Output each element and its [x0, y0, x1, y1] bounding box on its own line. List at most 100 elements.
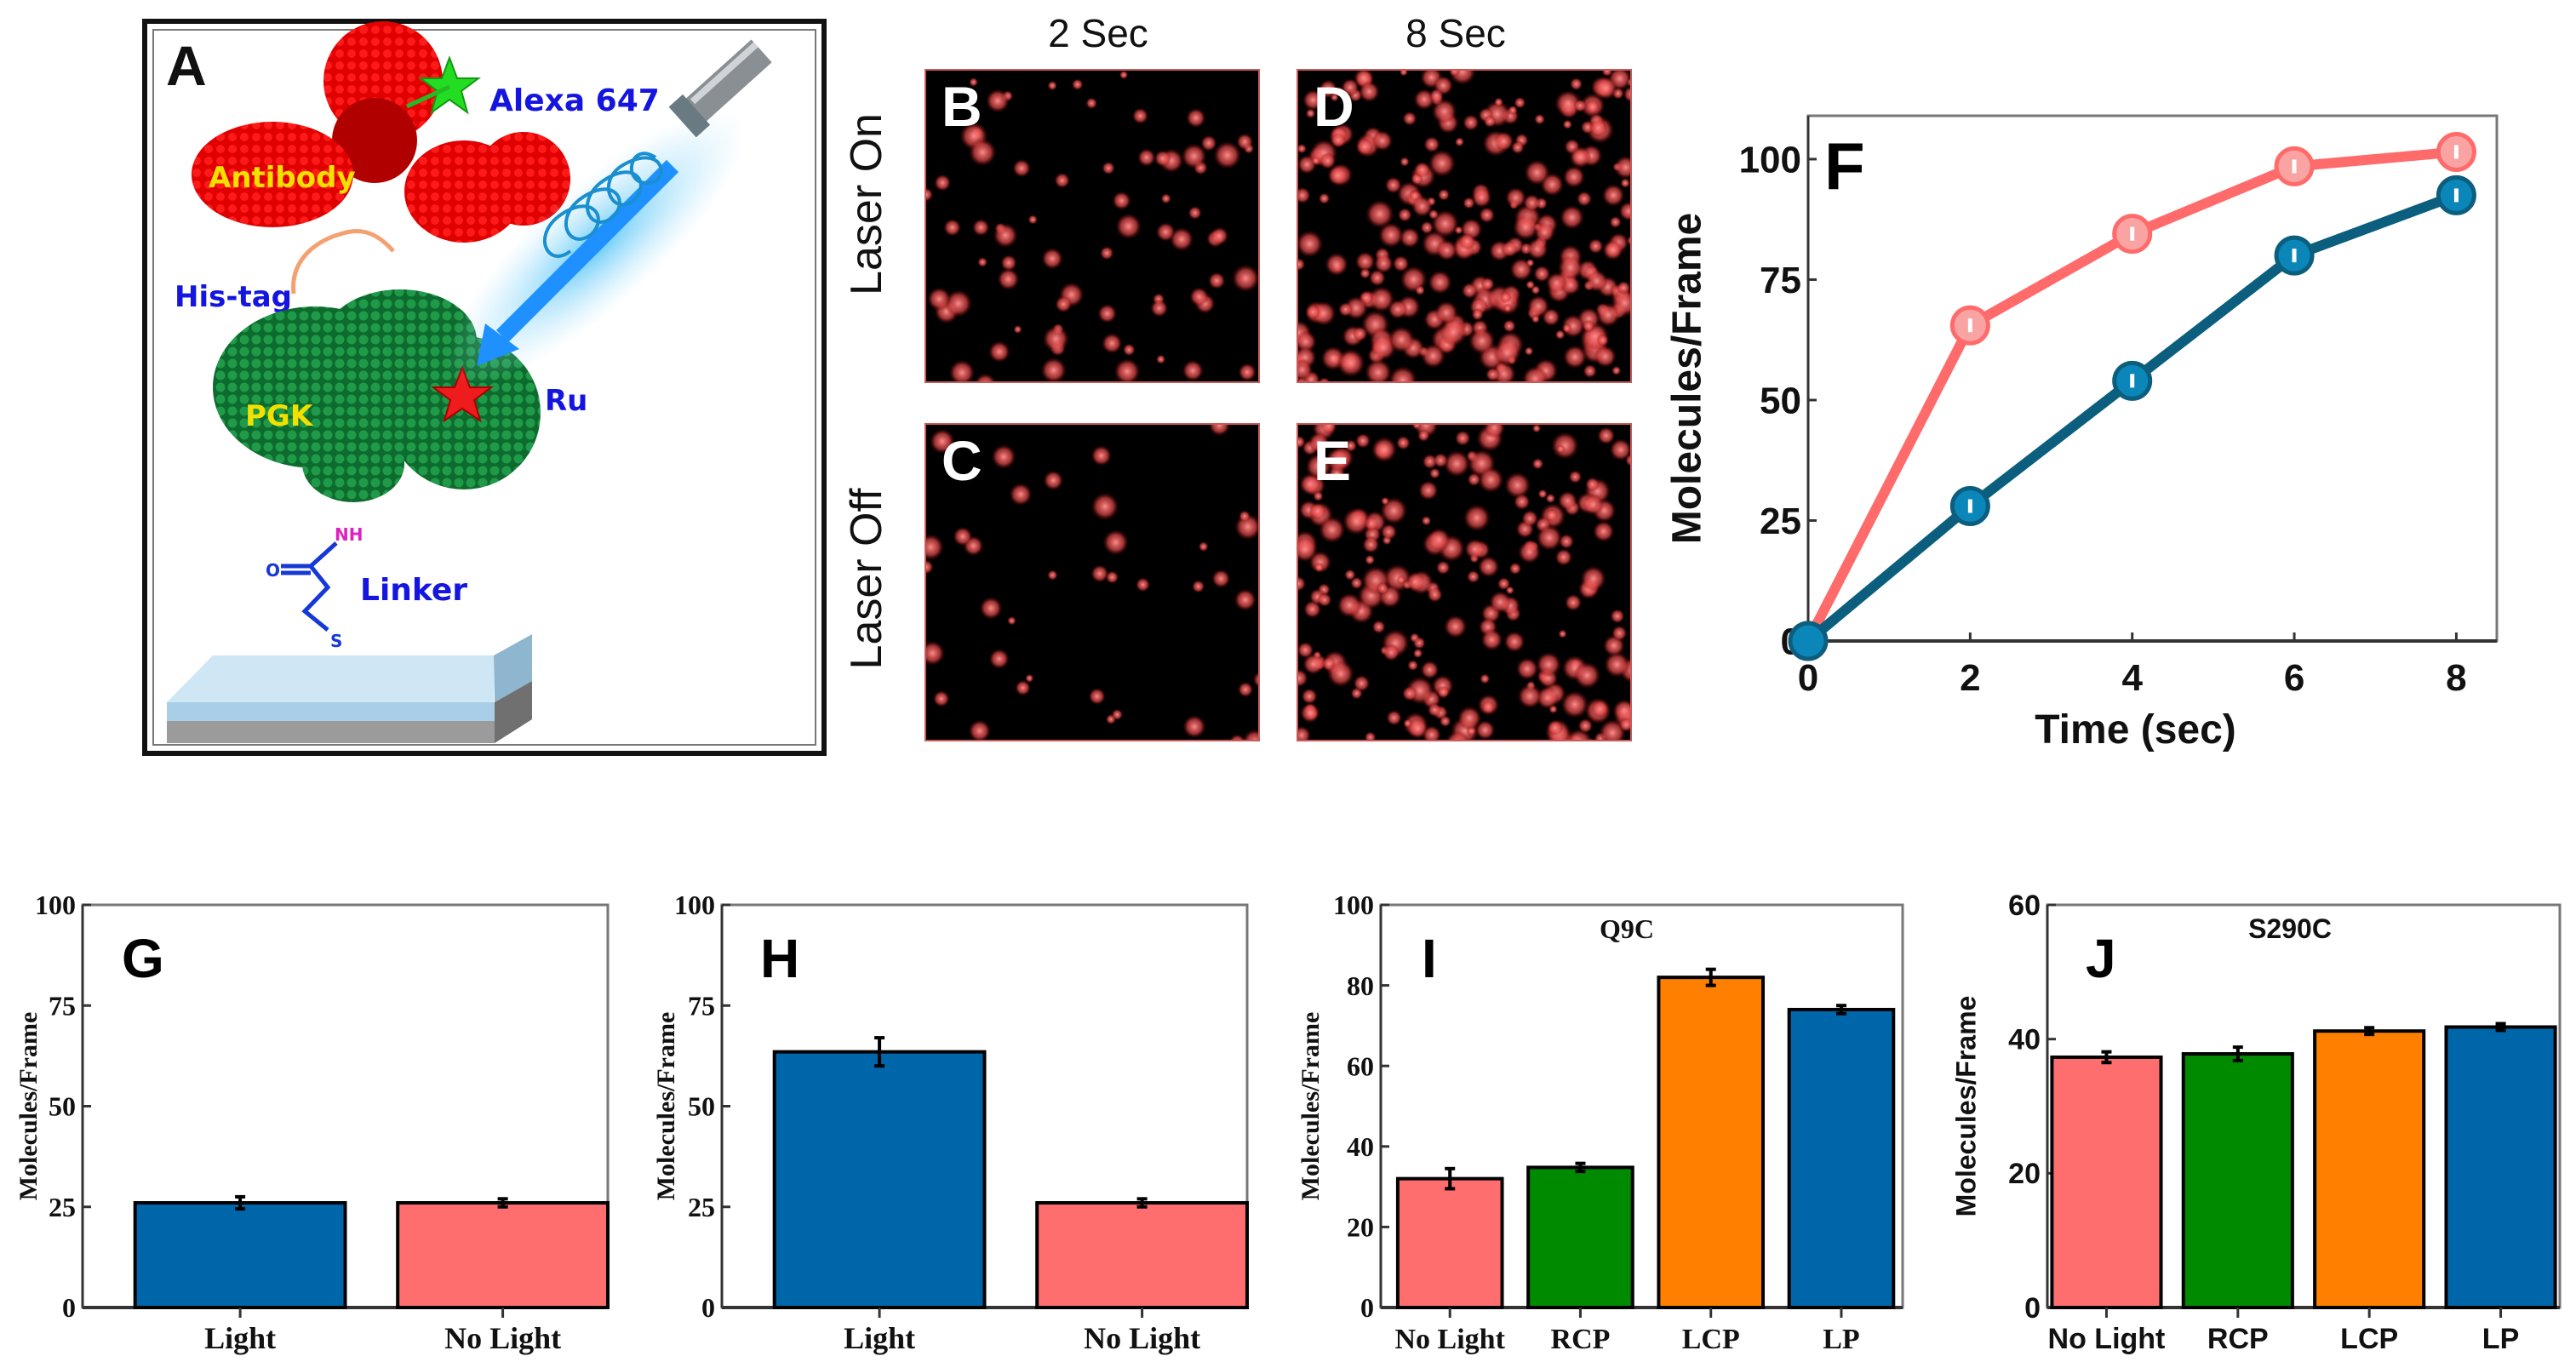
fluorescent-spot: [1435, 560, 1451, 575]
chart-i-ytick-label: 40: [1347, 1131, 1374, 1162]
chart-h-ytick-label: 0: [701, 1292, 715, 1323]
fluorescent-spot: [1610, 609, 1625, 624]
fluorescent-spot: [1562, 165, 1586, 188]
chart-i-ytick-label: 80: [1347, 970, 1374, 1001]
fluorescent-spot: [1298, 641, 1314, 659]
chart-h-ytick-label: 25: [688, 1192, 715, 1222]
fluorescent-spot: [1521, 509, 1539, 528]
fluorescent-spot: [968, 138, 997, 167]
fluorescent-spot: [1596, 334, 1609, 346]
fluorescent-spot: [1041, 247, 1064, 270]
fluorescent-spot: [1298, 186, 1311, 204]
chart-j-category-label: RCP: [2207, 1323, 2269, 1355]
chart-j-ylabel: Molecules/Frame: [1950, 996, 1981, 1217]
fluorescent-spot: [1368, 269, 1387, 287]
fluorescent-spot: [991, 444, 1016, 470]
fluorescent-spot: [1337, 301, 1354, 318]
fluorescent-spot: [1428, 270, 1452, 295]
fluorescent-spot: [1503, 472, 1531, 499]
fluorescent-spot: [1612, 699, 1630, 723]
fluorescent-spot: [1198, 541, 1209, 552]
chart-h-ytick-label: 100: [674, 890, 715, 920]
fluorescent-spot: [1557, 490, 1578, 511]
chart-g-panel-label: G: [122, 928, 164, 989]
fluorescent-spot: [1439, 715, 1451, 728]
chart-h-category-label: No Light: [1084, 1321, 1200, 1355]
fluorescent-spot: [1523, 193, 1542, 212]
fluorescent-spot: [1466, 569, 1480, 584]
fluorescent-spot: [1382, 644, 1400, 661]
fluorescent-spot: [1091, 492, 1119, 521]
fluorescent-spot: [1355, 137, 1374, 156]
fluorescent-spot: [1601, 71, 1613, 77]
fluorescent-spot: [1311, 156, 1321, 166]
fluorescent-spot: [1478, 207, 1496, 224]
fluorescent-spot: [1101, 332, 1123, 354]
chart-j-panel-label: J: [2086, 928, 2116, 989]
fluorescent-spot: [1407, 660, 1419, 672]
chart-i-bar: [1657, 976, 1766, 1309]
fluorescent-spot: [969, 77, 979, 87]
chart-h-bar: [772, 1050, 987, 1310]
fluorescent-spot: [997, 267, 1020, 290]
fluorescent-spot: [1364, 731, 1377, 740]
fluorescent-spot: [1604, 651, 1630, 678]
chart-i-title: Q9C: [1600, 913, 1654, 944]
fluorescent-spot: [1380, 523, 1398, 541]
fluorescent-spot: [1353, 674, 1371, 692]
fluorescent-spot: [1499, 291, 1512, 304]
fluorescent-spot: [1503, 631, 1526, 653]
fluorescent-spot: [1402, 111, 1417, 126]
chart-j-ytick-label: 0: [2024, 1292, 2041, 1325]
fluorescent-spot: [1009, 483, 1033, 506]
fluorescent-spot: [1091, 444, 1113, 466]
fluorescent-spot: [1526, 258, 1535, 267]
fluorescent-spot: [974, 373, 996, 381]
chart-f-series-teal-point: [1788, 621, 1829, 661]
fluorescent-spot: [1443, 449, 1471, 478]
chart-h-ylabel: Molecules/Frame: [652, 1012, 680, 1201]
chart-i-ylabel: Molecules/Frame: [1297, 1012, 1325, 1201]
fluorescent-spot: [1381, 496, 1390, 506]
fluorescent-spot: [1573, 99, 1588, 113]
fluorescent-spot: [1012, 158, 1031, 178]
chart-i-ytick-label: 20: [1347, 1212, 1374, 1243]
fluorescent-spot: [1624, 453, 1630, 467]
fluorescent-spot: [1305, 453, 1332, 480]
chart-j-title: S290C: [2248, 913, 2332, 944]
fluorescent-spot: [1558, 629, 1567, 638]
fluorescent-spot: [1518, 540, 1542, 564]
fluorescent-spot: [1386, 709, 1402, 726]
fluorescent-spot: [1153, 150, 1171, 168]
fluorescent-spot: [1580, 565, 1606, 592]
fluorescent-spot: [1515, 657, 1539, 681]
fluorescent-spot: [1564, 593, 1583, 612]
fluorescent-spot: [1545, 272, 1568, 294]
fluorescent-spot: [1298, 257, 1306, 272]
linker-label: Linker: [360, 573, 467, 608]
fluorescent-spot: [1582, 319, 1595, 333]
fluorescent-spot: [1471, 308, 1484, 321]
fluorescent-spot: [1417, 480, 1439, 501]
fluorescent-spot: [1611, 365, 1622, 375]
fluorescent-spot: [944, 289, 973, 318]
fluorescent-spot: [1298, 535, 1319, 563]
fluorescent-spot: [1362, 535, 1380, 554]
fluorescent-spot: [1618, 717, 1630, 732]
fluorescent-spot: [1071, 78, 1084, 91]
fluorescent-spot: [1477, 555, 1500, 578]
fluorescent-spot: [1189, 287, 1210, 307]
panel-label-e: E: [1314, 429, 1352, 492]
fluorescent-spot: [1436, 685, 1451, 699]
chart-f-series-teal-line: [1805, 190, 2459, 645]
fluorescent-spot: [1526, 280, 1536, 290]
fluorescent-spot: [1200, 134, 1217, 152]
panel-label-c: C: [942, 429, 982, 492]
fluorescent-spot: [1474, 719, 1496, 740]
fluorescent-spot: [1298, 435, 1306, 449]
fluorescent-spot: [1531, 425, 1542, 433]
fluorescent-spot: [1298, 668, 1308, 688]
panel-label-b: B: [942, 75, 982, 138]
fluorescent-spot: [1445, 730, 1469, 740]
chart-g-category-label: Light: [204, 1321, 276, 1355]
